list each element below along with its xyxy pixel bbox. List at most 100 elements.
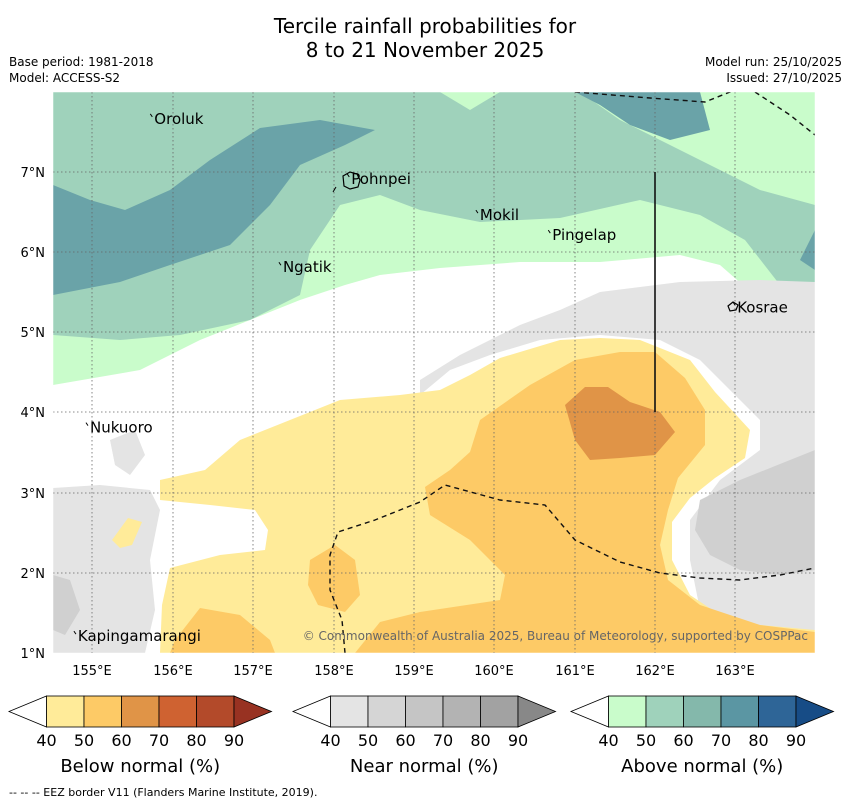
place-label-pingelap: Pingelap	[552, 226, 616, 244]
near-60-region-east	[695, 450, 815, 575]
legend-tick-label: 50	[74, 731, 94, 750]
legend-tick-label: 60	[395, 731, 415, 750]
above-70-region-east	[575, 92, 710, 140]
model-name: Model: ACCESS-S2	[9, 71, 121, 85]
lat-label: 4°N	[21, 406, 46, 421]
legend-title: Above normal (%)	[621, 756, 783, 777]
legend-high-extension	[233, 695, 273, 728]
legend-tick-label: 50	[358, 731, 378, 750]
eez-border-south	[329, 484, 815, 653]
meta-left: Base period: 1981-2018 Model: ACCESS-S2	[9, 54, 154, 86]
meta-right: Model run: 25/10/2025 Issued: 27/10/2025	[705, 54, 842, 86]
legend-swatch	[121, 695, 160, 728]
place-marker	[278, 261, 282, 266]
legend-tick-label: 60	[673, 731, 693, 750]
legend-low-extension	[291, 695, 331, 728]
legend-high-extension	[517, 695, 557, 728]
legend-tick-label: 40	[320, 731, 340, 750]
lon-axis: 155°E 156°E 157°E 158°E 159°E 160°E 161°…	[72, 664, 755, 679]
place-label-nukuoro: Nukuoro	[90, 419, 153, 437]
place-label-kapingamarangi: Kapingamarangi	[78, 627, 201, 645]
title-line-2: 8 to 21 November 2025	[305, 38, 545, 62]
legend-tick-label: 70	[433, 731, 453, 750]
legend-swatch	[442, 695, 481, 728]
legend-tick-label: 70	[711, 731, 731, 750]
lon-label: 158°E	[314, 664, 354, 679]
lon-label: 163°E	[715, 664, 755, 679]
legend-swatch	[758, 695, 797, 728]
place-labels: Oroluk Pohnpei Mokil Pingelap Ngatik Kosrae Nu…	[73, 110, 788, 645]
place-marker	[346, 173, 350, 178]
issued-date: Issued: 27/10/2025	[726, 71, 842, 85]
lon-label: 157°E	[233, 664, 273, 679]
legend-title: Below normal (%)	[60, 756, 220, 777]
eez-borders	[329, 92, 815, 653]
place-marker	[73, 630, 77, 635]
lon-label: 160°E	[474, 664, 514, 679]
lat-axis: 7°N 6°N 5°N 4°N 3°N 2°N 1°N	[21, 166, 46, 662]
place-marker	[85, 422, 89, 426]
place-marker	[547, 229, 551, 234]
legend-low-extension	[569, 695, 609, 728]
lat-label: 1°N	[21, 647, 46, 662]
model-run: Model run: 25/10/2025	[704, 55, 842, 69]
place-label-kosrae: Kosrae	[737, 298, 788, 316]
probability-field: Oroluk Pohnpei Mokil Pingelap Ngatik Kosrae Nu…	[53, 92, 815, 653]
lon-label: 156°E	[153, 664, 193, 679]
above-70-region-ne	[800, 230, 815, 270]
legend-tick-label: 80	[470, 731, 490, 750]
legend-title: Near normal (%)	[350, 756, 499, 777]
base-period: Base period: 1981-2018	[9, 55, 154, 69]
place-label-oroluk: Oroluk	[154, 110, 203, 128]
near-50-region-east	[420, 280, 815, 653]
legend-tick-label: 80	[186, 731, 206, 750]
near-60-patch-west	[53, 575, 80, 635]
legend-swatch	[330, 695, 369, 728]
copyright-notice: © Commonwealth of Australia 2025, Bureau…	[303, 629, 808, 643]
lon-label: 155°E	[72, 664, 112, 679]
legend-high-extension	[795, 695, 835, 728]
legend-tick-label: 50	[636, 731, 656, 750]
place-marker	[475, 209, 479, 214]
legend-swatch	[608, 695, 647, 728]
lat-label: 5°N	[21, 326, 46, 341]
below-50-patch-west	[112, 518, 142, 548]
legend-swatch	[405, 695, 444, 728]
legend-tick-label: 90	[508, 731, 528, 750]
lon-label: 159°E	[394, 664, 434, 679]
pohnpei-island-outline	[342, 171, 361, 190]
legend-swatch	[683, 695, 722, 728]
near-50-patch-nukuoro	[110, 430, 145, 475]
pohnpei-islet-mark	[332, 186, 337, 193]
below-60-patch-sw	[308, 545, 360, 612]
legend-swatch	[480, 695, 519, 728]
legend-swatch	[367, 695, 406, 728]
place-label-ngatik: Ngatik	[283, 258, 332, 276]
legend-tick-label: 60	[111, 731, 131, 750]
legend-tick-label: 70	[149, 731, 169, 750]
legend-swatch	[158, 695, 197, 728]
legend-tick-label: 80	[748, 731, 768, 750]
lat-label: 2°N	[21, 567, 46, 582]
lat-label: 7°N	[21, 166, 46, 181]
legend-tick-label: 40	[598, 731, 618, 750]
place-marker	[732, 302, 736, 306]
eez-border-northeast	[754, 92, 815, 136]
lon-label: 162°E	[635, 664, 675, 679]
place-label-mokil: Mokil	[480, 206, 519, 224]
legend-low-extension	[7, 695, 47, 728]
below-60-patch-south	[170, 608, 275, 653]
below-70-region	[565, 387, 675, 460]
place-label-pohnpei: Pohnpei	[351, 170, 411, 188]
legend-near: 40 50 60 70 80 90 Near normal (%)	[291, 695, 557, 777]
below-60-region	[355, 352, 815, 653]
eez-border-north	[574, 92, 732, 103]
legend-tick-label: 90	[786, 731, 806, 750]
map-frame	[52, 91, 816, 654]
lat-label: 3°N	[21, 487, 46, 502]
legend-tick-label: 90	[224, 731, 244, 750]
lat-label: 6°N	[21, 246, 46, 261]
legend-swatch	[46, 695, 85, 728]
